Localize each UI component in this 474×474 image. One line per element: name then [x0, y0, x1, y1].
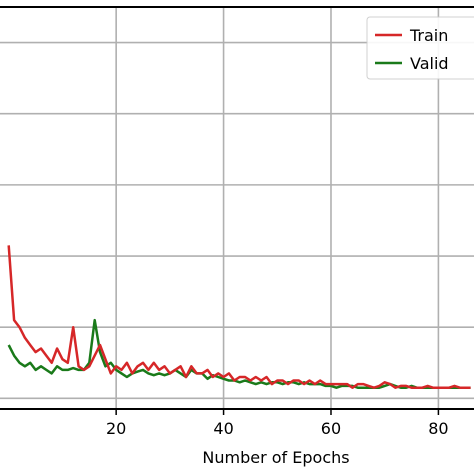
- series-line-train: [7, 245, 471, 389]
- plot-frame: [0, 6, 474, 410]
- series-lines: [7, 245, 471, 389]
- x-tick-label-20: 20: [106, 419, 126, 438]
- x-tick-label-60: 60: [321, 419, 341, 438]
- legend-label-train: Train: [409, 26, 448, 45]
- x-axis: 20 40 60 80: [106, 409, 449, 438]
- legend-label-valid: Valid: [410, 54, 449, 73]
- x-axis-label: Number of Epochs: [202, 448, 349, 467]
- x-tick-label-40: 40: [213, 419, 233, 438]
- legend: Train Valid: [366, 16, 474, 80]
- x-tick-label-80: 80: [428, 419, 448, 438]
